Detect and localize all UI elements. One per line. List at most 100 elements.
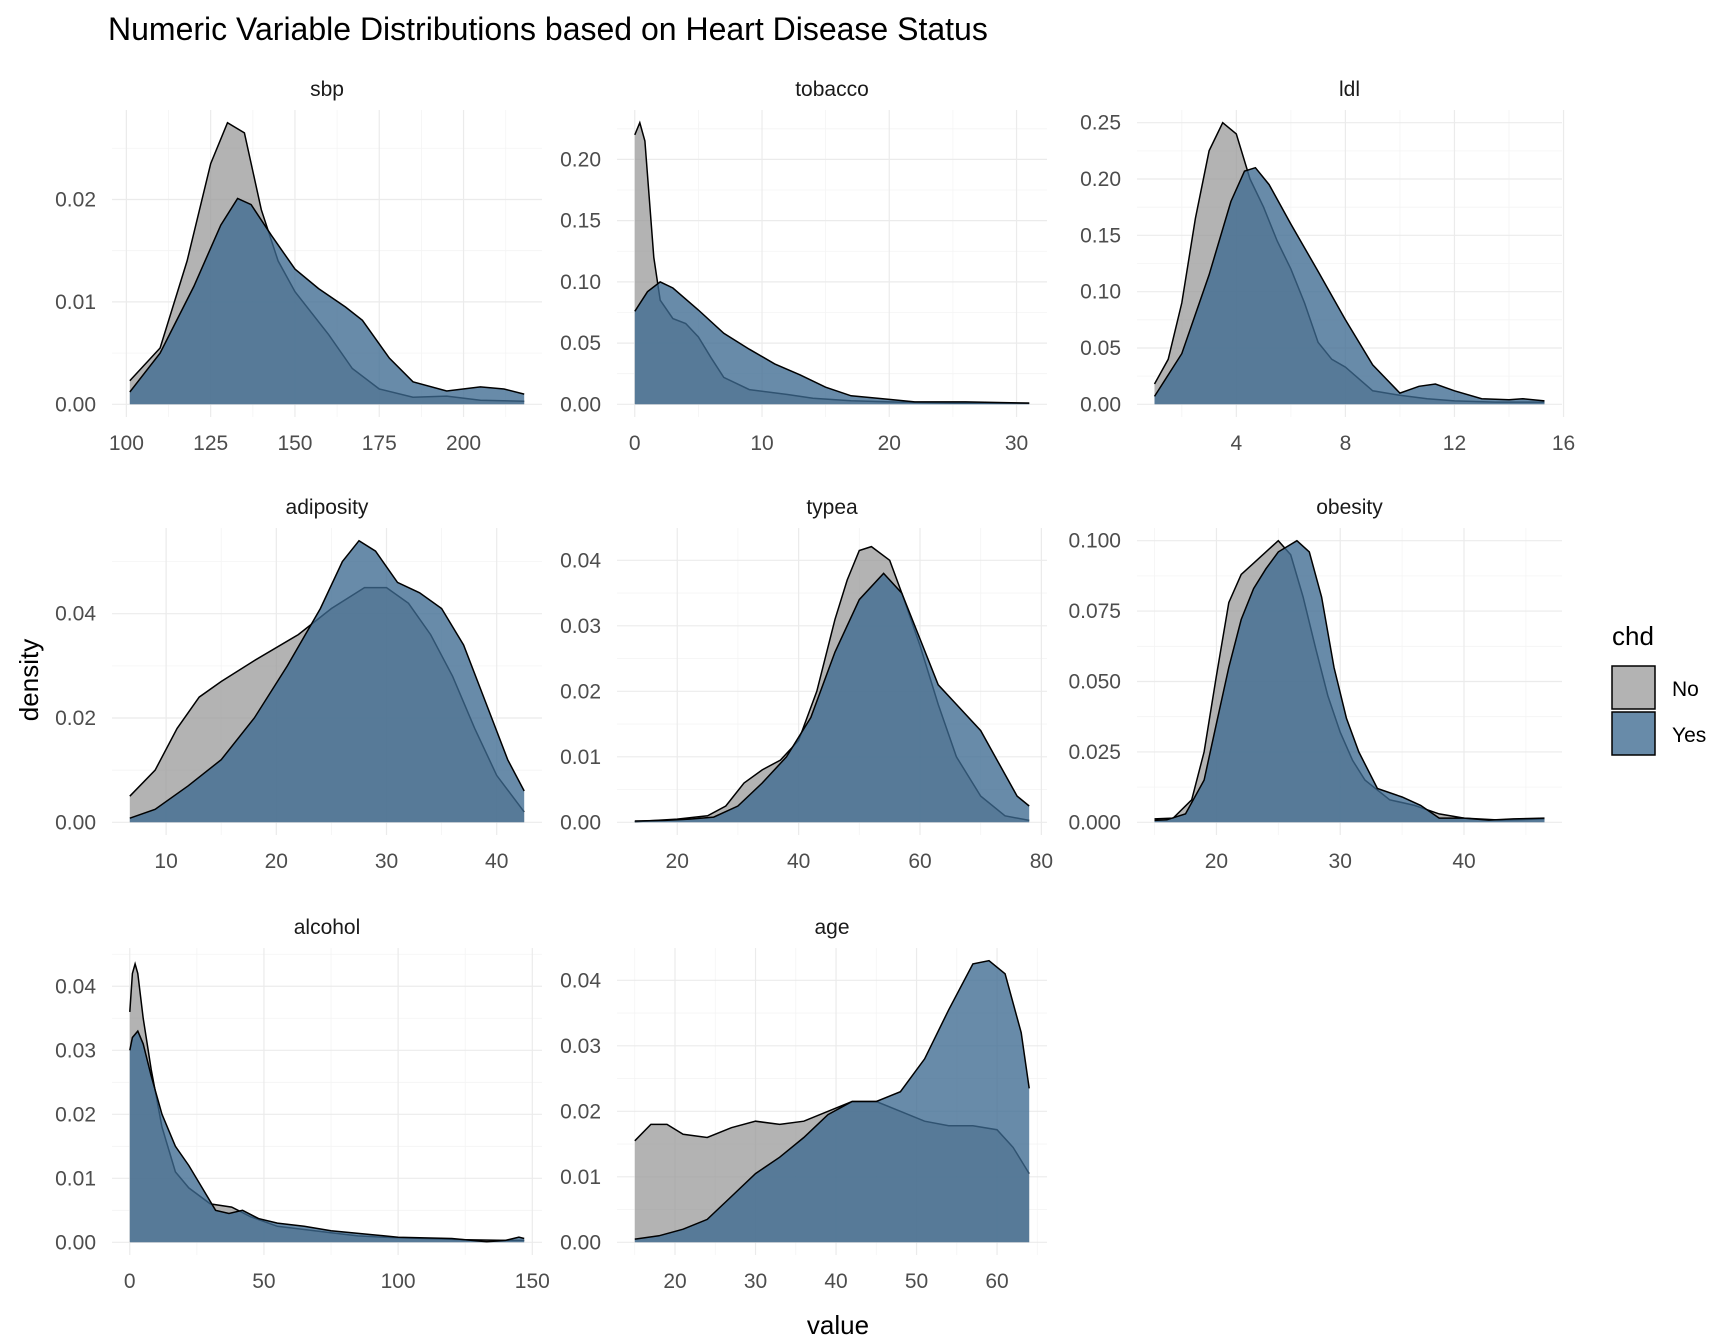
density-area-yes (634, 573, 1030, 823)
x-tick-label: 4 (1231, 432, 1243, 455)
x-tick-label: 0 (124, 1270, 136, 1293)
legend-label-yes: Yes (1672, 724, 1706, 747)
x-tick-label: 40 (787, 850, 810, 873)
x-tick-label: 80 (1030, 850, 1053, 873)
y-tick-label: 0.02 (55, 188, 96, 211)
x-tick-label: 60 (985, 1270, 1008, 1293)
panel-strip-label: ldl (1339, 78, 1360, 101)
density-line-yes (1154, 539, 1545, 822)
y-tick-label: 0.00 (560, 393, 601, 416)
x-tick-label: 12 (1443, 432, 1466, 455)
x-tick-label: 40 (824, 1270, 847, 1293)
y-tick-label: 0.03 (560, 615, 601, 638)
y-tick-label: 0.100 (1068, 530, 1121, 553)
y-tick-label: 0.02 (55, 1103, 96, 1126)
legend-swatch-no (1611, 665, 1656, 710)
x-tick-label: 30 (744, 1270, 767, 1293)
y-tick-label: 0.25 (1080, 112, 1121, 135)
x-tick-label: 150 (515, 1270, 550, 1293)
x-tick-label: 50 (905, 1270, 928, 1293)
y-tick-label: 0.01 (55, 1167, 96, 1190)
panel-strip-label: typea (806, 496, 858, 519)
x-tick-label: 10 (154, 850, 177, 873)
y-tick-label: 0.20 (1080, 168, 1121, 191)
x-tick-label: 150 (277, 432, 312, 455)
x-tick-label: 100 (109, 432, 144, 455)
y-tick-label: 0.025 (1068, 741, 1121, 764)
y-tick-label: 0.10 (560, 271, 601, 294)
density-line-yes (129, 1029, 525, 1243)
x-tick-label: 125 (193, 432, 228, 455)
panel-sbp: 100 125 150 175 200 0.00 0.01 0.02 sbp (55, 78, 542, 455)
chart-title: Numeric Variable Distributions based on … (108, 11, 988, 47)
x-tick-label: 30 (1005, 432, 1028, 455)
y-tick-label: 0.00 (560, 1231, 601, 1254)
density-area-yes (634, 960, 1030, 1243)
y-tick-label: 0.10 (1080, 281, 1121, 304)
density-area-yes (129, 1031, 525, 1243)
density-line-yes (1153, 166, 1545, 402)
density-line-yes (634, 281, 1030, 404)
y-tick-label: 0.05 (560, 332, 601, 355)
x-tick-label: 20 (1205, 850, 1228, 873)
density-line-yes (129, 539, 525, 819)
y-tick-label: 0.00 (55, 1231, 96, 1254)
panel-strip-label: age (814, 916, 849, 939)
x-tick-label: 30 (1329, 850, 1352, 873)
density-area-yes (129, 540, 525, 823)
x-tick-label: 8 (1340, 432, 1352, 455)
panel-alcohol: 0 50 100 150 0.00 0.01 0.02 0.03 0.04 alcohol (55, 916, 550, 1293)
x-tick-label: 20 (265, 850, 288, 873)
density-area-yes (634, 281, 1030, 405)
panel-adiposity: 10 20 30 40 0.00 0.02 0.04 adiposity (55, 496, 542, 873)
y-tick-label: 0.075 (1068, 600, 1121, 623)
y-tick-label: 0.04 (560, 969, 601, 992)
legend-swatch-yes (1611, 711, 1656, 756)
panel-strip-label: alcohol (294, 916, 361, 939)
x-tick-label: 30 (375, 850, 398, 873)
legend: chd No Yes (1611, 621, 1706, 756)
y-tick-label: 0.050 (1068, 671, 1121, 694)
density-area-yes (1154, 167, 1545, 405)
x-tick-label: 100 (381, 1270, 416, 1293)
x-tick-label: 16 (1552, 432, 1575, 455)
panel-age: 20 30 40 50 60 0.00 0.01 0.02 0.03 0.04 age (560, 916, 1047, 1293)
y-tick-label: 0.04 (560, 549, 601, 572)
y-tick-label: 0.00 (560, 811, 601, 834)
density-line-yes (129, 197, 525, 395)
y-tick-label: 0.15 (1080, 224, 1121, 247)
x-tick-label: 20 (666, 850, 689, 873)
y-tick-label: 0.02 (55, 707, 96, 730)
panel-obesity: 20 30 40 0.000 0.025 0.050 0.075 0.100 obesity (1068, 496, 1562, 873)
panel-ldl: 4 8 12 16 0.00 0.05 0.10 0.15 0.20 0.25 ldl (1080, 78, 1575, 455)
panel-strip-label: sbp (310, 78, 344, 101)
density-area-yes (1154, 540, 1545, 823)
x-tick-label: 20 (663, 1270, 686, 1293)
y-tick-label: 0.15 (560, 210, 601, 233)
y-tick-label: 0.01 (560, 1166, 601, 1189)
panel-typea: 20 40 60 80 0.00 0.01 0.02 0.03 0.04 typea (560, 496, 1053, 873)
x-tick-label: 20 (878, 432, 901, 455)
density-line-yes (634, 572, 1030, 822)
y-tick-label: 0.02 (560, 680, 601, 703)
y-tick-label: 0.04 (55, 603, 96, 626)
x-tick-label: 60 (908, 850, 931, 873)
y-tick-label: 0.000 (1068, 811, 1121, 834)
x-tick-label: 200 (446, 432, 481, 455)
y-tick-label: 0.00 (55, 811, 96, 834)
x-tick-label: 40 (1452, 850, 1475, 873)
y-tick-label: 0.20 (560, 148, 601, 171)
panel-strip-label: obesity (1316, 496, 1383, 519)
panel-tobacco: 0 10 20 30 0.00 0.05 0.10 0.15 0.20 tobacco (560, 78, 1047, 455)
y-axis-title: density (14, 639, 44, 721)
y-tick-label: 0.03 (560, 1035, 601, 1058)
panel-strip-label: tobacco (795, 78, 869, 101)
y-tick-label: 0.02 (560, 1100, 601, 1123)
density-line-yes (634, 959, 1030, 1240)
x-tick-label: 10 (750, 432, 773, 455)
x-tick-label: 40 (485, 850, 508, 873)
y-tick-label: 0.00 (1080, 393, 1121, 416)
y-tick-label: 0.01 (560, 746, 601, 769)
